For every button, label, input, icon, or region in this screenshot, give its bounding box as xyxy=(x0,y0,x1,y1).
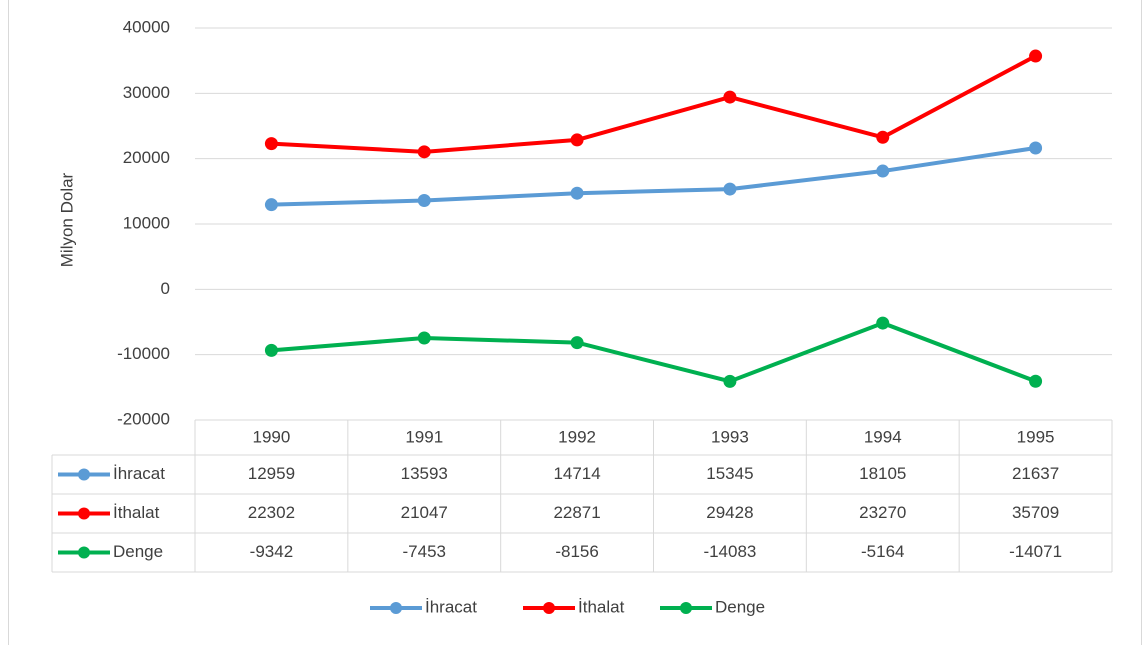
point xyxy=(570,336,584,350)
table-cell: -14083 xyxy=(703,542,756,561)
x-tick-label: 1991 xyxy=(405,427,443,446)
series-line xyxy=(271,54,1037,154)
x-tick-label: 1995 xyxy=(1017,427,1055,446)
y-axis-label: Milyon Dolar xyxy=(57,172,76,267)
table-row-label: İhracat xyxy=(113,464,165,483)
legend-marker xyxy=(543,602,555,614)
table-cell: 22302 xyxy=(248,503,295,522)
x-tick-label: 1992 xyxy=(558,427,596,446)
table-cell: 21047 xyxy=(401,503,448,522)
y-tick-label: -20000 xyxy=(117,409,170,428)
point xyxy=(876,316,890,330)
table-cell: 29428 xyxy=(706,503,753,522)
point xyxy=(723,374,737,388)
table-cell: -7453 xyxy=(403,542,446,561)
point xyxy=(1029,141,1043,155)
legend-label: İthalat xyxy=(578,597,625,616)
y-tick-label: -10000 xyxy=(117,344,170,363)
y-tick-label: 30000 xyxy=(123,83,170,102)
y-tick-label: 0 xyxy=(161,279,170,298)
table-cell: 23270 xyxy=(859,503,906,522)
x-tick-label: 1994 xyxy=(864,427,902,446)
table-cell: 35709 xyxy=(1012,503,1059,522)
table-cell: 13593 xyxy=(401,464,448,483)
legend-label: İhracat xyxy=(425,597,477,616)
y-tick-label: 40000 xyxy=(123,17,170,36)
point xyxy=(1029,374,1043,388)
legend-marker xyxy=(680,602,692,614)
x-tick-label: 1990 xyxy=(253,427,291,446)
legend-marker xyxy=(78,546,90,559)
legend-marker xyxy=(78,468,90,481)
legend-marker xyxy=(78,507,90,520)
series-line xyxy=(271,321,1037,384)
table-row-label: İthalat xyxy=(113,503,160,522)
point xyxy=(1029,49,1043,63)
table-cell: 14714 xyxy=(553,464,600,483)
y-tick-label: 20000 xyxy=(123,148,170,167)
table-cell: 22871 xyxy=(553,503,600,522)
table-cell: -8156 xyxy=(555,542,598,561)
point xyxy=(570,186,584,200)
table-cell: 21637 xyxy=(1012,464,1059,483)
table-cell: -9342 xyxy=(250,542,293,561)
y-tick-label: 10000 xyxy=(123,213,170,232)
x-tick-label: 1993 xyxy=(711,427,749,446)
table-cell: 15345 xyxy=(706,464,753,483)
point xyxy=(264,137,278,151)
point xyxy=(417,194,431,208)
point xyxy=(264,343,278,357)
point xyxy=(723,90,737,104)
legend-marker xyxy=(390,602,402,614)
point xyxy=(876,164,890,178)
chart-border xyxy=(8,0,1142,645)
table-cell: 12959 xyxy=(248,464,295,483)
point xyxy=(417,331,431,345)
point xyxy=(417,145,431,159)
point xyxy=(876,130,890,144)
legend-label: Denge xyxy=(715,597,765,616)
table-row-label: Denge xyxy=(113,542,163,561)
table-cell: -5164 xyxy=(861,542,904,561)
table-cell: -14071 xyxy=(1009,542,1062,561)
point xyxy=(570,133,584,147)
table-cell: 18105 xyxy=(859,464,906,483)
point xyxy=(723,182,737,196)
series-line xyxy=(271,145,1036,207)
point xyxy=(264,198,278,212)
